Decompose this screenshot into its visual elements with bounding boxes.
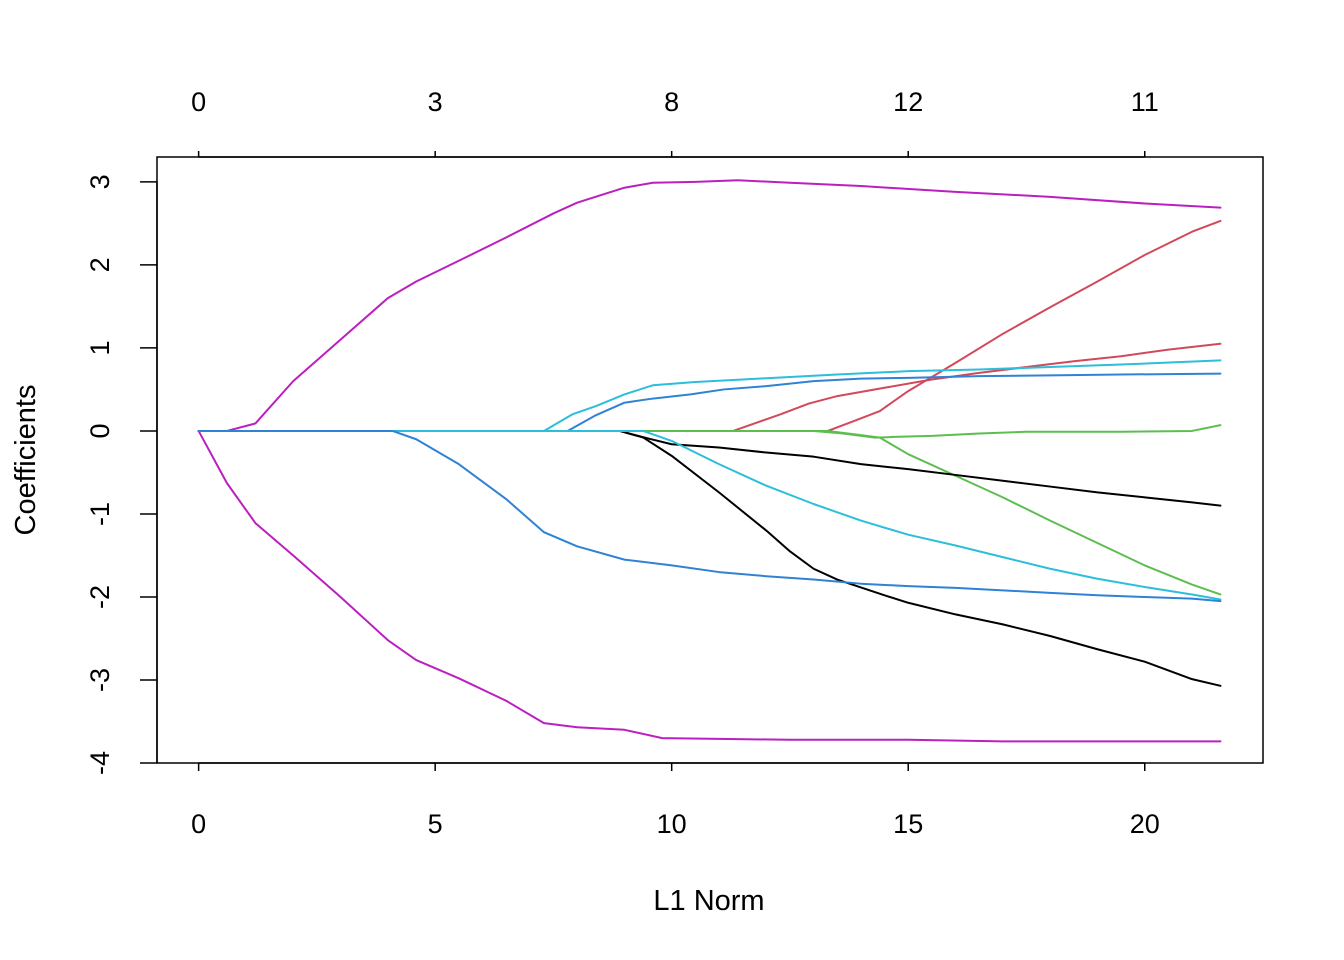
coefficient-path-6 <box>197 372 1222 432</box>
x-tick-label: 0 <box>191 809 206 839</box>
top-tick-label: 0 <box>191 87 206 117</box>
y-tick-label: 1 <box>85 340 115 355</box>
top-tick-label: 8 <box>664 87 679 117</box>
coefficient-path-3 <box>197 219 1222 432</box>
coefficient-path-12 <box>197 429 1222 603</box>
x-tick-label: 20 <box>1130 809 1160 839</box>
coefficient-path-11 <box>197 429 1222 601</box>
x-tick-label: 10 <box>657 809 687 839</box>
left-y-axis: -4 -3 -2 -1 0 1 2 3 <box>85 174 158 775</box>
y-tick-label: -2 <box>85 585 115 609</box>
y-axis-title: Coefficients <box>10 385 42 536</box>
x-axis-title: L1 Norm <box>653 885 764 917</box>
coefficient-path-5 <box>197 359 1222 432</box>
coefficient-path-1 <box>197 179 1222 432</box>
coefficient-path-9 <box>197 429 1222 507</box>
y-tick-label: 0 <box>85 423 115 438</box>
coefficient-path-8 <box>197 429 1222 596</box>
y-tick-label: -1 <box>85 502 115 526</box>
y-tick-label: -3 <box>85 668 115 692</box>
x-tick-label: 5 <box>428 809 443 839</box>
x-tick-label: 15 <box>893 809 923 839</box>
top-tick-label: 11 <box>1131 87 1159 117</box>
y-tick-label: 2 <box>85 257 115 272</box>
top-tick-label: 12 <box>893 87 923 117</box>
y-tick-label: 3 <box>85 174 115 189</box>
bottom-x-axis: 0 5 10 15 20 <box>191 762 1160 839</box>
top-tick-label: 3 <box>428 87 443 117</box>
series-layer <box>197 179 1222 743</box>
coefficient-path-4 <box>197 342 1222 432</box>
top-x-axis: 0 3 8 12 11 <box>191 87 1159 158</box>
y-tick-label: -4 <box>85 751 115 775</box>
coefficient-path-10 <box>197 429 1222 687</box>
coefficient-path-2 <box>197 429 1222 743</box>
